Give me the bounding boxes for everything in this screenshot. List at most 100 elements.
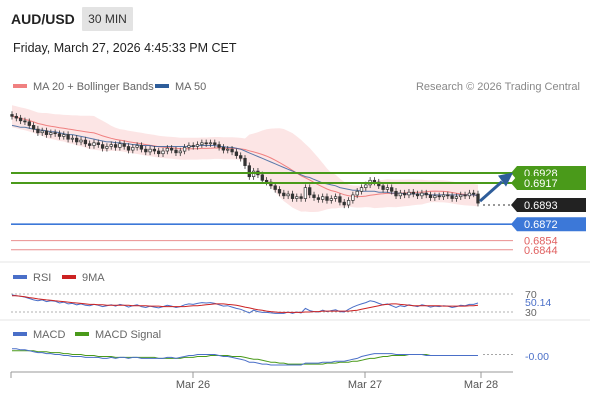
candle (463, 191, 467, 200)
candle (122, 140, 126, 150)
candle-body (27, 121, 31, 126)
candle-body (346, 200, 351, 206)
rsi-tick-30: 30 (525, 307, 537, 319)
candle (139, 142, 144, 153)
candle (165, 145, 169, 155)
candle-body (338, 196, 342, 203)
candle (390, 184, 394, 195)
candle-body (390, 187, 394, 192)
candle (53, 129, 57, 137)
legend-label-rsi-9ma: 9MA (82, 272, 105, 284)
candle-body (321, 196, 325, 200)
candle-body (75, 137, 79, 143)
candle-body (135, 145, 139, 148)
candle-body (264, 179, 269, 183)
candle-body (312, 194, 316, 198)
candle (273, 182, 277, 193)
candle-body (316, 197, 321, 200)
candle-body (204, 142, 208, 145)
candle (415, 190, 420, 200)
candle (472, 189, 476, 198)
candle-body (139, 145, 144, 150)
candle (75, 135, 79, 146)
candle (433, 192, 437, 201)
level-tag-support (511, 217, 586, 232)
candle-body (53, 132, 57, 135)
candle-body (463, 194, 467, 197)
candle-body (44, 130, 49, 135)
candle (178, 147, 182, 157)
price-pane (10, 105, 480, 212)
candle-body (247, 165, 251, 178)
candle-body (213, 142, 217, 145)
legend-swatch-macd (13, 332, 27, 336)
research-credit: Research © 2026 Trading Central (416, 81, 580, 93)
candle (230, 146, 234, 156)
candle-body (333, 196, 338, 199)
rsi-9ma-line (12, 295, 479, 313)
candle-body (472, 192, 476, 195)
legend-label-macd-signal: MACD Signal (95, 329, 161, 341)
candle (217, 141, 221, 151)
candle-body (424, 192, 428, 196)
candle-body (18, 117, 23, 122)
candle (152, 146, 157, 155)
candle (308, 184, 312, 199)
candle-body (217, 144, 221, 148)
candle-body (165, 147, 169, 152)
candle-body (36, 128, 40, 134)
candle-body (14, 115, 18, 119)
candle (88, 140, 92, 149)
candle-body (113, 144, 118, 148)
candle-body (273, 185, 277, 190)
macd-legend: MACD MACD Signal (13, 329, 161, 341)
legend-label-rsi: RSI (33, 272, 51, 284)
candle (282, 189, 286, 200)
candle (454, 193, 459, 202)
candle-body (105, 146, 109, 149)
timeframe-badge[interactable]: 30 MIN (82, 7, 133, 31)
candle-body (187, 145, 191, 148)
candle (394, 188, 398, 200)
level-tag-resistance (511, 176, 586, 190)
candle (226, 146, 230, 154)
level-label-resistance: 0.6917 (524, 178, 558, 190)
candle (191, 142, 195, 150)
candle-body (122, 143, 126, 147)
candle-body (394, 190, 398, 197)
candle-body (420, 192, 424, 197)
candle (36, 125, 40, 136)
candle (346, 197, 351, 209)
candle-body (83, 139, 88, 145)
rsi-tick-70: 70 (525, 289, 537, 301)
candle (398, 189, 402, 200)
price-legend: MA 20 + Bollinger Bands MA 50 (13, 81, 206, 93)
candle-body (234, 151, 239, 156)
candle-body (407, 191, 411, 196)
x-label-mar-26: Mar 26 (176, 379, 210, 391)
candle-body (303, 187, 308, 199)
candle-body (126, 146, 131, 151)
x-label-mar-28: Mar 28 (464, 379, 498, 391)
rsi-last-value: 50.14 (525, 297, 551, 309)
candle-body (57, 133, 62, 137)
legend-swatch-ma50 (155, 84, 169, 88)
candle-body (411, 191, 415, 195)
candle-body (329, 198, 333, 201)
candle-body (144, 148, 148, 153)
candle-body (31, 125, 36, 130)
candle (359, 184, 364, 195)
candle-body (372, 179, 377, 183)
candle (277, 186, 282, 197)
candle (450, 192, 454, 202)
candle (66, 131, 70, 143)
legend-label-ma20: MA 20 + Bollinger Bands (33, 81, 154, 93)
candle-body (62, 134, 66, 137)
candle-body (446, 194, 450, 197)
datetime-label: Friday, March 27, 2026 4:45:33 PM CET (13, 41, 237, 55)
legend-swatch-ma20 (13, 84, 27, 88)
candle-body (359, 187, 364, 192)
candle (321, 193, 325, 203)
candle (437, 192, 441, 200)
